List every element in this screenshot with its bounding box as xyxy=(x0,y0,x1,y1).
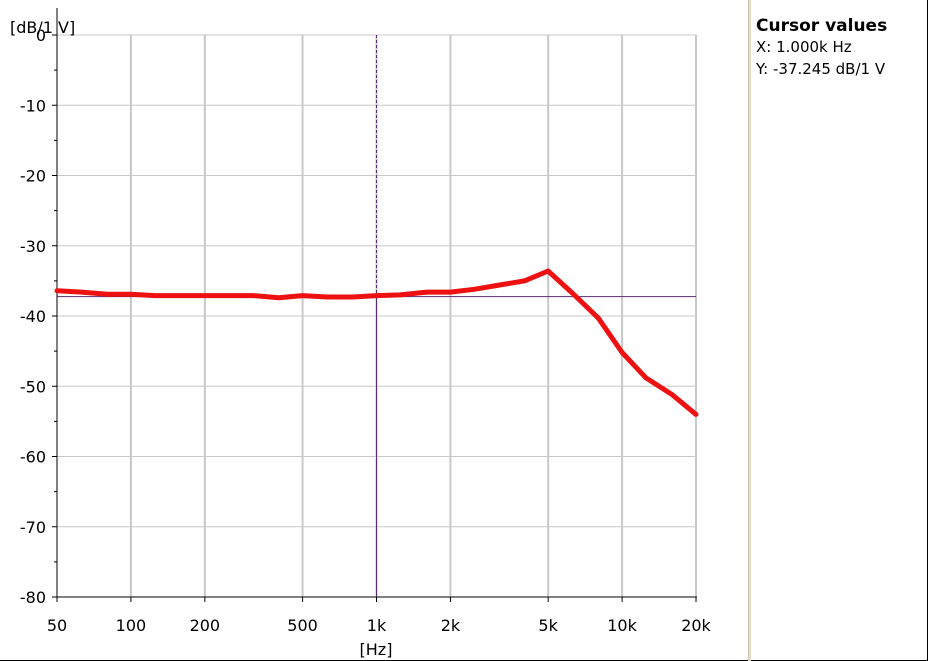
cursor-x-value: X: 1.000k Hz xyxy=(756,38,852,56)
series-layer xyxy=(54,268,699,417)
y-tick-label: -60 xyxy=(20,448,46,467)
y-tick-label: -70 xyxy=(20,518,46,537)
panel-splitter[interactable] xyxy=(748,0,751,661)
y-tick-label: 0 xyxy=(36,26,46,45)
y-tick-label: -80 xyxy=(20,588,46,607)
label-layer: [dB/1 V] [Hz] 0-10-20-30-40-50-60-70-805… xyxy=(10,18,712,659)
axes-layer xyxy=(52,8,697,602)
cursor-y-value: Y: -37.245 dB/1 V xyxy=(756,60,886,78)
y-tick-label: -50 xyxy=(20,377,46,396)
x-tick-label: 200 xyxy=(190,616,221,635)
frequency-response-chart[interactable]: [dB/1 V] [Hz] 0-10-20-30-40-50-60-70-805… xyxy=(0,0,748,661)
y-tick-label: -20 xyxy=(20,167,46,186)
x-tick-label: 500 xyxy=(287,616,318,635)
y-tick-label: -30 xyxy=(20,237,46,256)
x-tick-label: 5k xyxy=(538,616,558,635)
x-tick-label: 1k xyxy=(367,616,387,635)
x-tick-label: 2k xyxy=(441,616,461,635)
x-tick-label: 10k xyxy=(607,616,637,635)
x-tick-label: 50 xyxy=(47,616,67,635)
x-tick-label: 20k xyxy=(681,616,711,635)
cursor-values-panel: Cursor values X: 1.000k Hz Y: -37.245 dB… xyxy=(751,0,927,660)
y-tick-label: -40 xyxy=(20,307,46,326)
x-tick-label: 100 xyxy=(116,616,147,635)
y-tick-label: -10 xyxy=(20,96,46,115)
cursor-values-title: Cursor values xyxy=(756,16,888,36)
x-axis-label: [Hz] xyxy=(360,640,393,659)
plot-area[interactable]: [dB/1 V] [Hz] 0 -10 -20 -30 -40 -50 -60 -70 -80 5… xyxy=(0,0,748,661)
y-axis-label: [dB/1 V] xyxy=(10,18,75,37)
